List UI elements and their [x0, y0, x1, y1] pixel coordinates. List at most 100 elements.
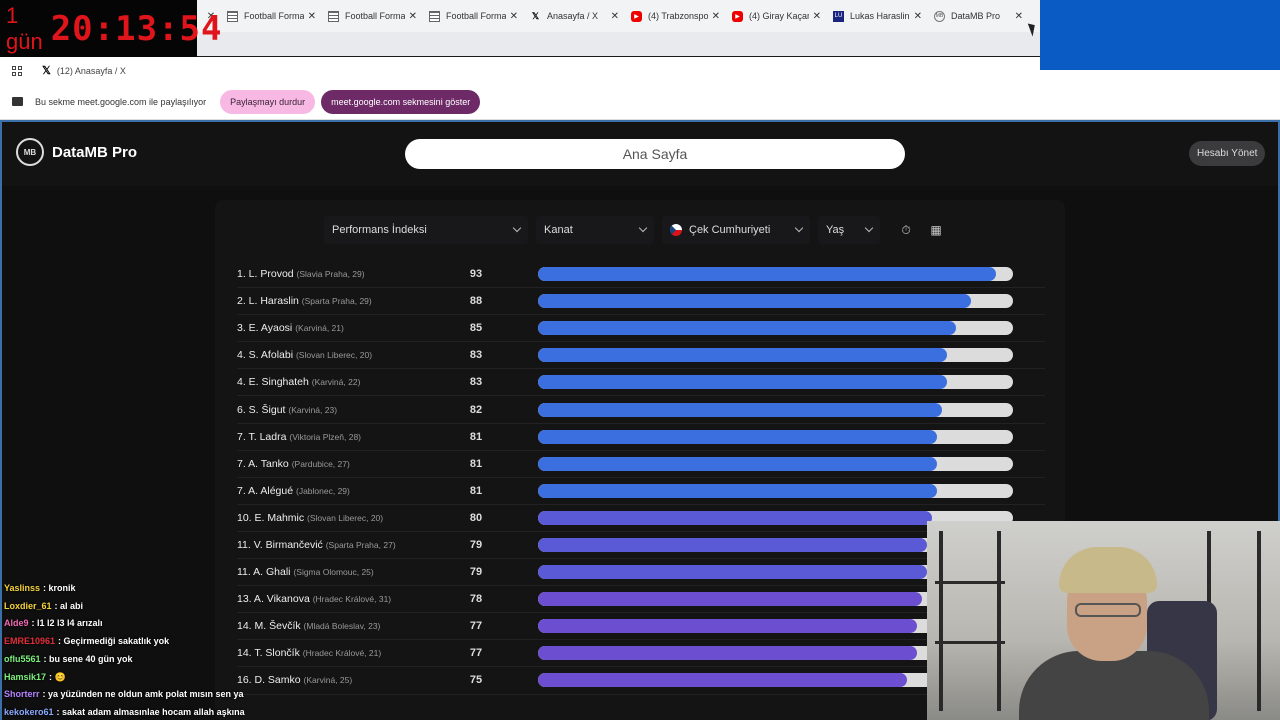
- player-club: (Viktoria Plzeň, 28): [289, 431, 362, 442]
- close-tab-icon[interactable]: ✕: [1014, 10, 1023, 22]
- chevron-down-icon: [794, 223, 804, 233]
- calendar-icon[interactable]: ▦: [930, 223, 942, 237]
- player-name: 4. S. Afolabi: [237, 349, 294, 362]
- browser-tab-title: Anasayfa / X: [547, 11, 599, 21]
- score-bar-track: [538, 402, 1013, 417]
- player-row[interactable]: 4. S. Afolabi (Slovan Liberec, 20) 83: [237, 342, 1045, 370]
- browser-tab[interactable]: Football Forma ✕: [322, 2, 423, 30]
- player-name-cell: 11. V. Birmančević (Sparta Praha, 27): [237, 539, 457, 551]
- player-row[interactable]: 7. A. Alégué (Jablonec, 29) 81: [237, 478, 1045, 505]
- active-tab-title[interactable]: (12) Anasayfa / X: [56, 65, 126, 76]
- share-bar-text: Bu sekme meet.google.com ile paylaşılıyo…: [35, 96, 207, 107]
- chat-message: EMRE10961: Geçirmediği sakatlık yok: [4, 633, 304, 651]
- player-score: 77: [469, 647, 483, 660]
- ranking-panel: Performans İndeksi Kanat Çek Cumhuriyeti…: [215, 200, 1065, 720]
- player-name-cell: 11. A. Ghali (Sigma Olomouc, 25): [237, 566, 457, 578]
- player-name-cell: 3. E. Ayaosi (Karviná, 21): [237, 322, 457, 334]
- player-score: 81: [469, 430, 483, 443]
- player-row[interactable]: 10. E. Mahmic (Slovan Liberec, 20) 80: [237, 505, 1045, 532]
- chat-username: Alde9: [4, 618, 29, 629]
- close-tab-icon[interactable]: ✕: [711, 10, 720, 22]
- player-row[interactable]: 3. E. Ayaosi (Karviná, 21) 85: [237, 315, 1045, 343]
- score-bar-track: [538, 348, 1013, 363]
- chat-username: Shorterr: [4, 689, 40, 700]
- player-name-cell: 7. A. Tanko (Pardubice, 27): [237, 458, 457, 470]
- chat-message: Loxdier_61: al abi: [4, 598, 304, 616]
- stop-sharing-button[interactable]: Paylaşmayı durdur: [220, 89, 316, 114]
- player-name: 13. A. Vikanova: [237, 593, 310, 606]
- score-bar-track: [538, 294, 1013, 309]
- browser-tab[interactable]: ✕: [197, 2, 221, 30]
- player-row[interactable]: 11. V. Birmančević (Sparta Praha, 27) 79: [237, 532, 1045, 560]
- player-row[interactable]: 6. S. Šigut (Karviná, 23) 82: [237, 396, 1045, 424]
- player-name-cell: 6. S. Šigut (Karviná, 23): [237, 404, 457, 416]
- browser-tab[interactable]: MB DataMB Pro ✕: [928, 2, 1029, 30]
- close-tab-icon[interactable]: ✕: [509, 10, 518, 22]
- close-tab-icon[interactable]: ✕: [408, 10, 417, 22]
- datamb-app: MB DataMB Pro Hesabı Yönet Performans İn…: [0, 120, 1280, 720]
- score-bar-track: [538, 321, 1013, 336]
- score-bar-track: [538, 565, 1013, 580]
- browser-tab[interactable]: Football Forma ✕: [221, 2, 322, 30]
- player-score: 81: [469, 484, 483, 497]
- player-row[interactable]: 1. L. Provod (Slavia Praha, 29) 93: [237, 261, 1045, 289]
- browser-tab-title: (4) Trabzonspo: [648, 11, 708, 21]
- player-row[interactable]: 13. A. Vikanova (Hradec Králové, 31) 78: [237, 586, 1045, 614]
- player-name: 14. M. Ševčík: [237, 620, 301, 633]
- player-name-cell: 14. M. Ševčík (Mladá Boleslav, 23): [237, 620, 457, 632]
- score-bar-fill: [538, 456, 937, 471]
- chat-message: Shorterr: ya yüzünden ne oldun amk polat…: [4, 686, 304, 704]
- close-tab-icon[interactable]: ✕: [206, 10, 216, 22]
- score-bar-fill: [538, 402, 942, 417]
- search-input[interactable]: [405, 139, 905, 169]
- timer-clock: 20:13:54: [50, 8, 223, 49]
- score-bar-fill: [538, 565, 927, 580]
- chevron-down-icon: [864, 223, 874, 233]
- chat-message: Alde9: l1 l2 l3 l4 arızalı: [4, 615, 304, 633]
- player-club: (Mladá Boleslav, 23): [303, 621, 381, 632]
- close-tab-icon[interactable]: ✕: [307, 10, 316, 22]
- score-bar-track: [538, 510, 1013, 525]
- timer-icon[interactable]: ⏱: [901, 222, 911, 237]
- browser-tab[interactable]: ▶ (4) Giray Kaçar ✕: [726, 2, 827, 30]
- filter-bar: Performans İndeksi Kanat Çek Cumhuriyeti…: [324, 216, 948, 244]
- player-row[interactable]: 11. A. Ghali (Sigma Olomouc, 25) 79: [237, 559, 1045, 587]
- browser-tab[interactable]: 𝕏 Anasayfa / X ✕: [524, 2, 625, 30]
- player-name: 7. A. Tanko: [237, 457, 289, 470]
- chat-message: kekokero61: sakat adam almasınlae hocam …: [4, 704, 304, 720]
- browser-tab[interactable]: ▶ (4) Trabzonspo ✕: [625, 2, 726, 30]
- age-select[interactable]: Yaş: [818, 216, 880, 244]
- browser-tab[interactable]: Football Forma ✕: [423, 2, 524, 30]
- country-select[interactable]: Çek Cumhuriyeti: [662, 216, 810, 244]
- player-row[interactable]: 16. D. Samko (Karviná, 25) 75: [237, 667, 1045, 695]
- player-name-cell: 2. L. Haraslin (Sparta Praha, 29): [237, 295, 457, 307]
- player-name-cell: 13. A. Vikanova (Hradec Králové, 31): [237, 593, 457, 605]
- close-tab-icon[interactable]: ✕: [610, 10, 619, 22]
- player-club: (Karviná, 25): [303, 675, 353, 686]
- apps-grid-icon[interactable]: [12, 65, 22, 76]
- player-row[interactable]: 14. T. Slončík (Hradec Králové, 21) 77: [237, 640, 1045, 668]
- show-meet-tab-button[interactable]: meet.google.com sekmesini göster: [321, 89, 481, 114]
- close-tab-icon[interactable]: ✕: [812, 10, 821, 22]
- score-bar-fill: [538, 537, 927, 552]
- manage-account-button[interactable]: Hesabı Yönet: [1189, 141, 1266, 166]
- position-select[interactable]: Kanat: [536, 216, 654, 244]
- close-tab-icon[interactable]: ✕: [913, 10, 922, 22]
- player-row[interactable]: 2. L. Haraslin (Sparta Praha, 29) 88: [237, 288, 1045, 316]
- browser-tab[interactable]: LU Lukas Haraslin ✕: [827, 2, 928, 30]
- score-bar-fill: [538, 510, 932, 525]
- player-name: 3. E. Ayaosi: [237, 322, 293, 335]
- score-bar-fill: [538, 375, 947, 390]
- player-row[interactable]: 7. T. Ladra (Viktoria Plzeň, 28) 81: [237, 424, 1045, 451]
- score-bar-fill: [538, 619, 917, 634]
- player-row[interactable]: 14. M. Ševčík (Mladá Boleslav, 23) 77: [237, 613, 1045, 641]
- app-logo[interactable]: MB DataMB Pro: [16, 138, 137, 166]
- player-row[interactable]: 7. A. Tanko (Pardubice, 27) 81: [237, 451, 1045, 478]
- chat-message: Yaslinss: kronik: [4, 580, 304, 598]
- chat-text: : 😊: [49, 671, 66, 682]
- browser-tab-strip: ✕ Football Forma ✕ Football Forma ✕ Football …: [197, 0, 1040, 32]
- score-bar-fill: [538, 321, 957, 336]
- player-row[interactable]: 4. E. Singhateh (Karviná, 22) 83: [237, 369, 1045, 397]
- metric-select[interactable]: Performans İndeksi: [324, 216, 528, 244]
- streamer-shirt: [1019, 651, 1209, 720]
